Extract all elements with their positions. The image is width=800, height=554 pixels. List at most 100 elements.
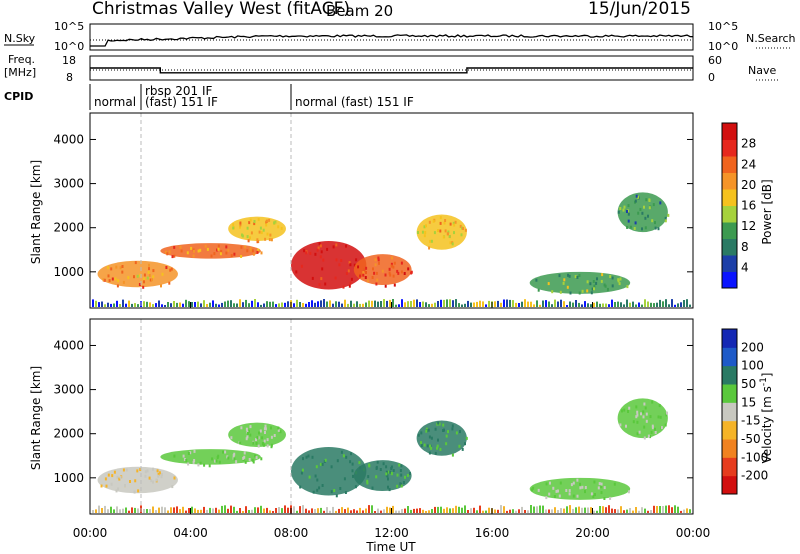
clutter-cell: [92, 299, 94, 307]
power_db-echo-cell: [244, 245, 247, 249]
velocity-echo-cell: [625, 424, 627, 428]
velocity-echo-cell: [572, 481, 575, 485]
velocity-echo-cell: [429, 444, 431, 448]
clutter-cell: [620, 302, 622, 307]
power-echoes: [97, 192, 670, 295]
power_db-echo-cell: [239, 223, 242, 227]
clutter-cell: [437, 301, 439, 307]
velocity-echo-cell: [644, 406, 647, 410]
power_db-echo-cell: [317, 246, 320, 250]
power_db-echo-cell: [567, 273, 569, 277]
power_db-echo-cell: [627, 212, 630, 216]
power_db-echo-cell: [667, 213, 670, 217]
power-ground-clutter: [92, 299, 691, 307]
clutter-cell: [281, 302, 283, 307]
power_db-echo-cell: [576, 275, 579, 279]
clutter-cell: [569, 505, 571, 513]
cpid-panel: CPID normal rbsp 201 IF (fast) 151 IF no…: [4, 84, 414, 110]
velocity-echo-cell: [146, 469, 149, 473]
clutter-cell: [611, 299, 613, 307]
y-tick-label: 4000: [53, 132, 84, 146]
clutter-cell: [143, 301, 145, 307]
colorbar-tick-label: 16: [741, 199, 756, 213]
clutter-cell: [419, 508, 421, 513]
clutter-cell: [134, 303, 136, 307]
clutter-cell: [329, 300, 331, 307]
clutter-cell: [326, 507, 328, 513]
clutter-cell: [212, 300, 214, 307]
velocity-echo-cell: [439, 447, 442, 451]
velocity-echo-cell: [245, 427, 248, 431]
velocity-echo-cell: [105, 484, 108, 488]
power_db-echo-cell: [558, 274, 561, 278]
velocity-echo-cell: [628, 406, 631, 410]
velocity-echo-cell: [426, 444, 429, 448]
clutter-cell: [209, 507, 211, 513]
power_db-echo-cell: [410, 270, 413, 274]
velocity-echo-cell: [155, 478, 158, 482]
clutter-cell: [404, 302, 406, 307]
clutter-cell: [263, 303, 265, 307]
clutter-cell: [206, 304, 208, 307]
power_db-echo-cell: [374, 263, 377, 267]
velocity-echo-cell: [651, 426, 654, 430]
clutter-cell: [125, 507, 127, 513]
clutter-cell: [617, 301, 619, 307]
power_db-echo-cell: [421, 230, 424, 234]
power_db-echo-cell: [169, 268, 172, 272]
velocity-echo-cell: [208, 464, 211, 468]
clutter-cell: [389, 299, 391, 307]
power_db-echo-cell: [318, 283, 321, 287]
clutter-cell: [626, 299, 628, 307]
velocity-echo-cell: [305, 455, 308, 459]
clutter-cell: [251, 509, 253, 513]
clutter-cell: [302, 303, 304, 307]
clutter-cell: [248, 303, 250, 307]
clutter-cell: [131, 303, 133, 307]
velocity-echo-cell: [244, 460, 247, 464]
clutter-cell: [347, 303, 349, 307]
power_db-echo-cell: [257, 218, 260, 222]
power_db-echo-cell: [240, 255, 243, 258]
clutter-cell: [686, 299, 688, 307]
clutter-cell: [650, 302, 652, 307]
velocity-echo-cell: [579, 486, 582, 490]
power_db-echo-cell: [148, 263, 150, 267]
clutter-cell: [593, 510, 595, 513]
clutter-cell: [305, 303, 307, 307]
clutter-cell: [497, 300, 499, 307]
velocity-echo-cell: [124, 484, 126, 487]
clutter-cell: [482, 510, 484, 513]
velocity-echo-cell: [392, 469, 395, 472]
clutter-cell: [395, 304, 397, 307]
cpid-label: CPID: [4, 90, 33, 103]
clutter-cell: [599, 303, 601, 307]
power_db-echo-cell: [657, 227, 660, 231]
clutter-cell: [635, 304, 637, 307]
velocity-echo-cell: [150, 479, 153, 483]
clutter-cell: [308, 510, 310, 513]
power_db-echo-cell: [447, 230, 450, 234]
power_db-echo-cell: [121, 270, 124, 274]
velocity-echo-cell: [261, 442, 264, 446]
clutter-cell: [425, 302, 427, 307]
clutter-cell: [413, 508, 415, 513]
clutter-cell: [368, 505, 370, 513]
power_db-echo-cell: [111, 277, 114, 281]
clutter-cell: [458, 303, 460, 307]
clutter-cell: [614, 302, 616, 307]
clutter-cell: [362, 510, 364, 513]
clutter-cell: [464, 505, 466, 513]
colorbar-swatch: [722, 156, 737, 173]
velocity-echo-cell: [437, 421, 440, 425]
cpid-segment-rbsp: rbsp 201 IF: [145, 84, 212, 98]
clutter-cell: [239, 299, 241, 307]
velocity-echo-cell: [264, 424, 267, 428]
clutter-cell: [203, 300, 205, 307]
colorbar-swatch: [722, 457, 737, 477]
colorbar-swatch: [722, 172, 737, 190]
power_db-echo-cell: [265, 223, 268, 227]
clutter-cell: [227, 508, 229, 513]
clutter-cell: [428, 304, 430, 307]
clutter-cell: [641, 507, 643, 513]
